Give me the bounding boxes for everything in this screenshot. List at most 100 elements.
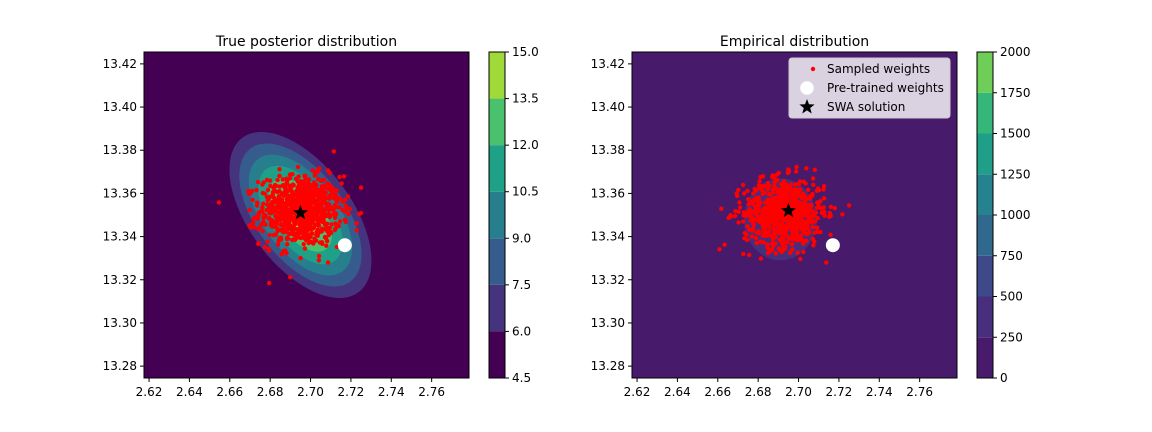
sampled-weight-point <box>790 247 795 252</box>
sampled-weight-point <box>326 205 331 210</box>
sampled-weight-point <box>275 210 281 215</box>
sampled-weight-point <box>827 210 832 216</box>
sampled-weight-point <box>776 194 781 200</box>
sampled-weight-point <box>742 236 747 241</box>
sampled-weight-point <box>828 204 834 210</box>
sampled-weight-point <box>285 216 290 221</box>
sampled-weight-point <box>314 187 319 192</box>
sampled-weight-point <box>318 187 323 193</box>
sampled-weight-point <box>771 213 776 219</box>
sampled-weight-point <box>795 250 800 255</box>
sampled-weight-point <box>319 204 324 209</box>
sampled-weight-point <box>270 224 275 229</box>
sampled-weight-point <box>279 251 284 257</box>
sampled-weight-point <box>761 240 767 245</box>
colorbar-band <box>977 255 993 297</box>
sampled-weight-point <box>746 202 751 207</box>
sampled-weight-point <box>329 222 334 227</box>
sampled-weight-point <box>308 239 314 245</box>
sampled-weight-point <box>840 212 845 217</box>
sampled-weight-point <box>287 176 293 181</box>
sampled-weight-point <box>321 196 326 201</box>
sampled-weight-point <box>807 207 812 212</box>
x-tick-label: 2.68 <box>745 385 772 399</box>
sampled-weight-point <box>260 228 265 234</box>
sampled-weight-point <box>347 206 353 212</box>
sampled-weight-point <box>306 177 312 182</box>
sampled-weight-point <box>746 197 751 202</box>
sampled-weight-point <box>722 242 727 247</box>
sampled-weight-point <box>345 194 351 199</box>
sampled-weight-point <box>260 182 265 187</box>
colorbar-tick-label: 7.5 <box>512 278 531 292</box>
y-tick-label: 13.32 <box>103 273 137 287</box>
sampled-weight-point <box>321 215 327 220</box>
sampled-weight-point <box>291 237 297 242</box>
sampled-weight-point <box>287 196 292 201</box>
sampled-weight-point <box>262 244 267 250</box>
sampled-weight-point <box>284 192 289 197</box>
sampled-weight-point <box>216 200 222 205</box>
sampled-weight-point <box>788 182 794 187</box>
colorbar-tick-label: 6.0 <box>512 324 531 338</box>
sampled-weight-point <box>769 233 774 239</box>
sampled-weight-point <box>284 251 289 256</box>
sampled-weight-point <box>812 230 817 235</box>
sampled-weight-point <box>316 230 321 235</box>
sampled-weight-point <box>790 190 796 196</box>
sampled-weight-point <box>280 222 285 227</box>
colorbar-band <box>489 191 505 239</box>
sampled-weight-point <box>728 213 733 218</box>
sampled-weight-point <box>290 208 295 214</box>
sampled-weight-point <box>773 241 778 246</box>
sampled-weight-point <box>284 203 289 208</box>
colorbar-band <box>489 284 505 332</box>
sampled-weight-point <box>789 242 795 247</box>
sampled-weight-point <box>815 215 820 221</box>
sampled-weight-point <box>773 251 778 256</box>
sampled-weight-point <box>268 183 273 189</box>
sampled-weight-point <box>749 234 755 239</box>
sampled-weight-point <box>801 249 806 255</box>
sampled-weight-point <box>284 237 290 242</box>
p1-pretrained-weights-marker <box>825 238 840 253</box>
sampled-weight-point <box>752 186 757 192</box>
sampled-weight-point <box>751 218 756 223</box>
sampled-weight-point <box>758 239 763 244</box>
legend-pretrained-weights-marker <box>799 80 815 96</box>
sampled-weight-point <box>312 236 317 241</box>
sampled-weight-point <box>314 182 319 188</box>
y-tick-label: 13.40 <box>103 100 137 114</box>
colorbar-band <box>489 52 505 99</box>
sampled-weight-point <box>788 187 794 192</box>
sampled-weight-point <box>343 203 348 208</box>
sampled-weight-point <box>346 211 351 217</box>
sampled-weight-point <box>754 230 759 235</box>
sampled-weight-point <box>255 179 261 185</box>
colorbar-tick-label: 12.0 <box>512 138 539 152</box>
sampled-weight-point <box>760 222 765 227</box>
sampled-weight-point <box>771 189 776 195</box>
sampled-weight-point <box>818 199 823 204</box>
sampled-weight-point <box>803 231 809 237</box>
sampled-weight-point <box>757 199 762 204</box>
sampled-weight-point <box>761 228 766 234</box>
legend: Sampled weights Pre-trained weights SWA … <box>788 57 951 119</box>
sampled-weight-point <box>332 215 338 221</box>
sampled-weight-point <box>733 213 738 219</box>
p0-axes-frame <box>143 51 470 379</box>
sampled-weight-point <box>260 190 265 196</box>
sampled-weight-point <box>301 191 307 197</box>
sampled-weight-point <box>799 221 804 226</box>
sampled-weight-point <box>799 204 804 209</box>
sampled-weight-point <box>765 242 770 247</box>
sampled-weight-point <box>821 184 827 189</box>
sampled-weight-point <box>796 224 801 229</box>
sampled-weight-point <box>333 226 338 231</box>
sampled-weight-point <box>336 223 341 229</box>
title-true-posterior: True posterior distribution <box>215 34 397 50</box>
x-tick-label: 2.62 <box>624 385 651 399</box>
sampled-weight-point <box>762 190 767 195</box>
sampled-weight-point <box>330 188 335 193</box>
sampled-weight-point <box>333 192 338 197</box>
